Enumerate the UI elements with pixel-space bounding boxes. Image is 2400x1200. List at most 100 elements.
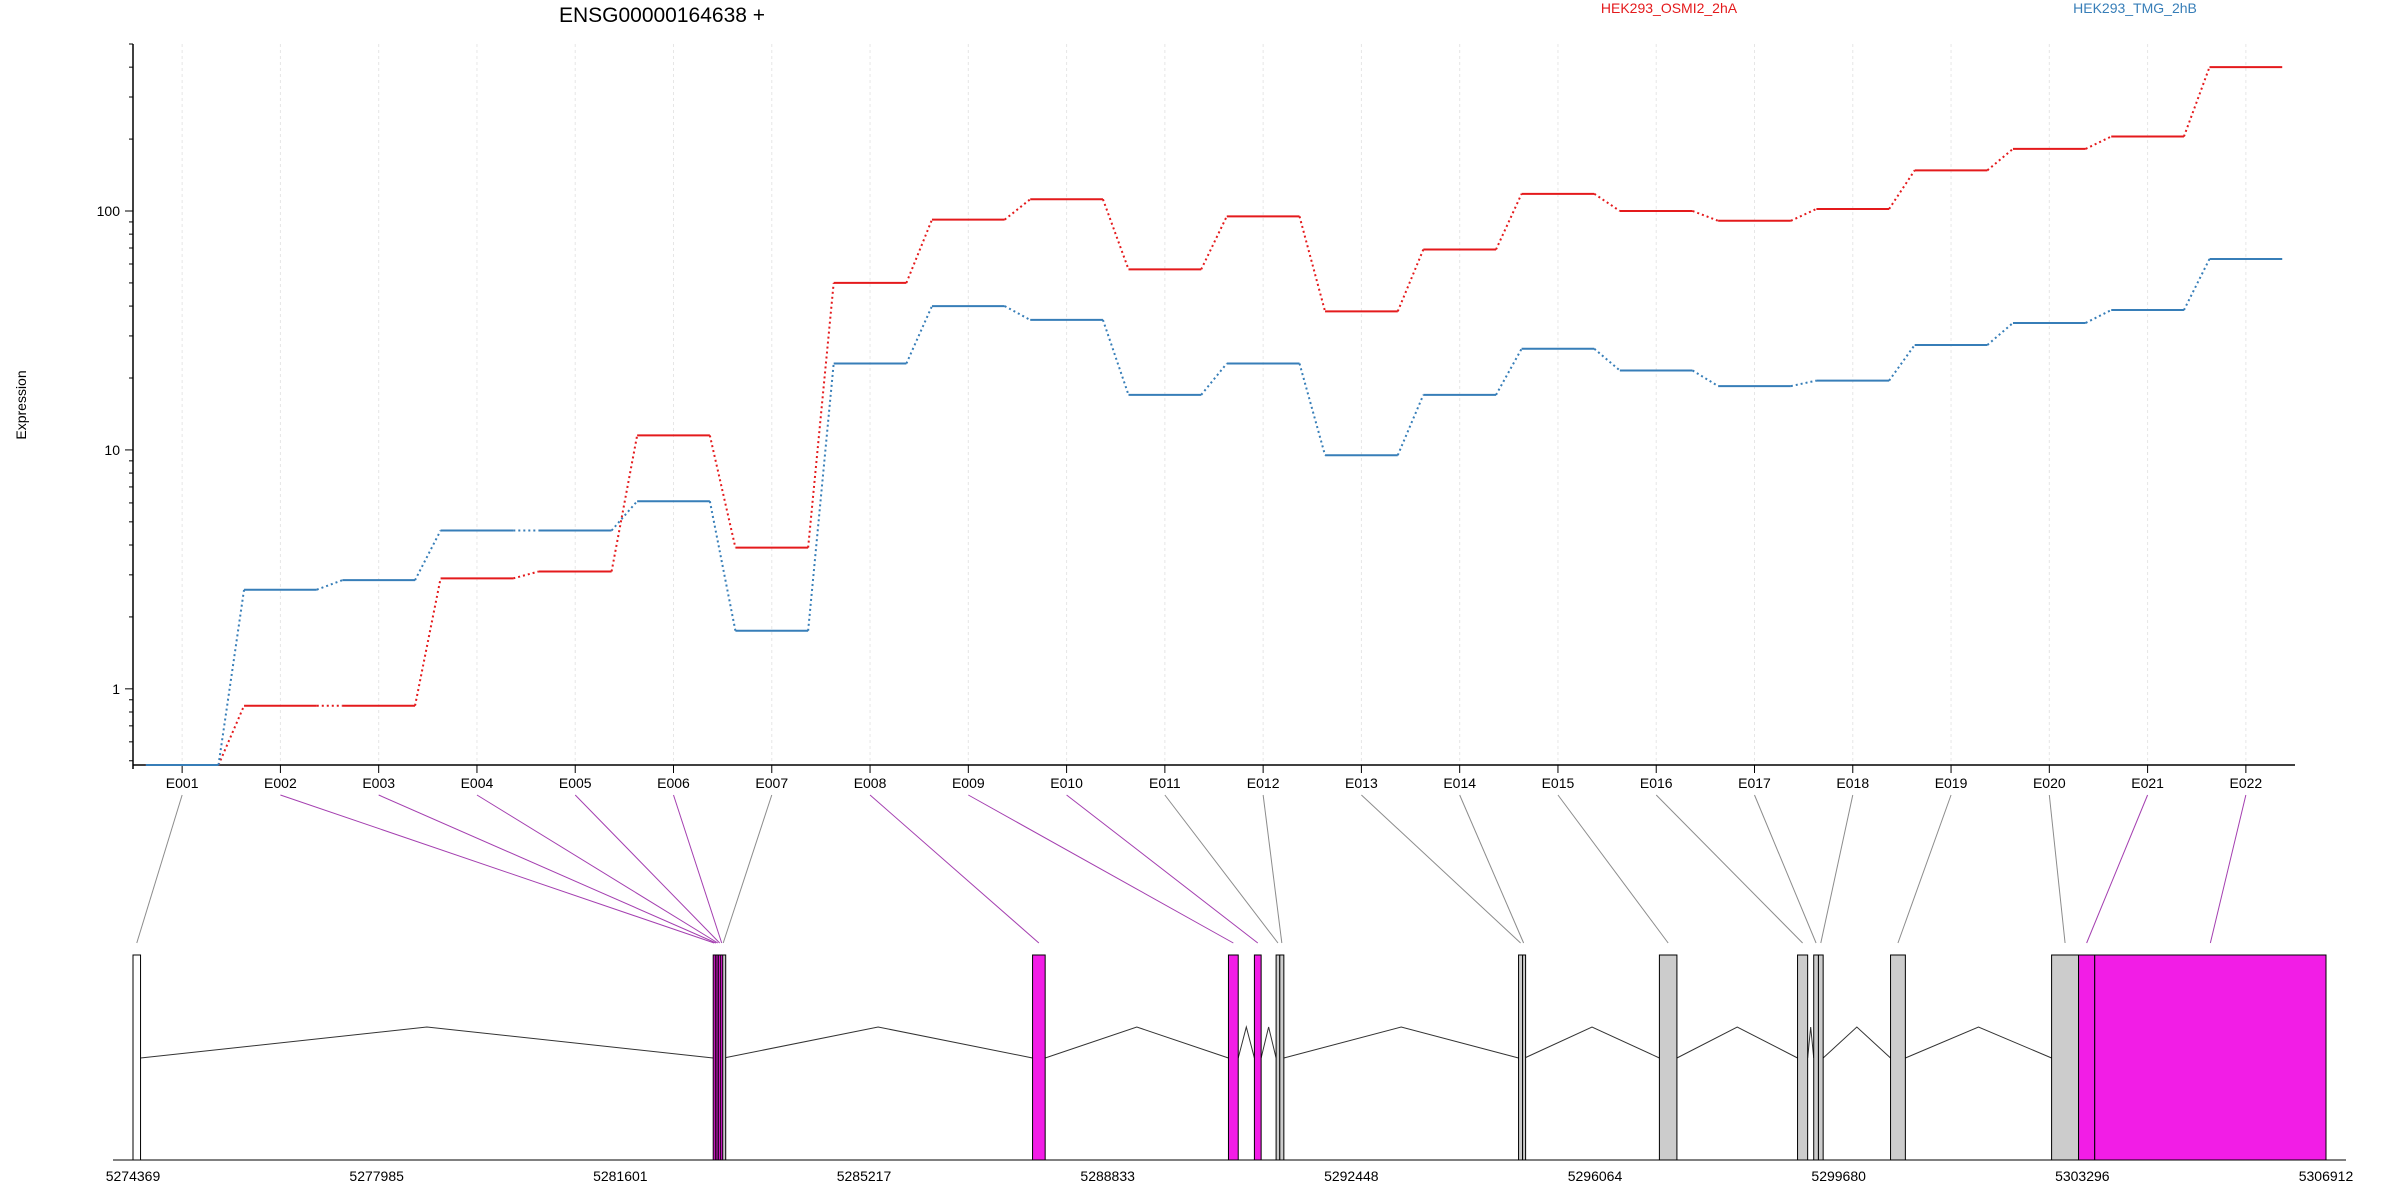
series-1-step <box>610 500 638 532</box>
series-0-step <box>414 578 442 706</box>
series-1-step <box>1200 362 1228 396</box>
coordinate-label: 5281601 <box>593 1168 648 1184</box>
exon-E007 <box>722 954 727 1161</box>
series-0-step <box>217 705 245 766</box>
series-1-step <box>807 363 835 631</box>
exon-E010 <box>1253 954 1262 1161</box>
x-tick-label-E001: E001 <box>166 775 199 791</box>
intron-line <box>1283 1026 1519 1059</box>
series-0-step <box>1692 210 1719 222</box>
connector-E011 <box>1164 794 1279 944</box>
series-0-step <box>1200 215 1228 270</box>
intron-line <box>1822 1026 1891 1059</box>
x-tick-label-E005: E005 <box>559 775 592 791</box>
connector-E013 <box>1361 794 1521 944</box>
series-1-step <box>2183 258 2211 311</box>
series-1-step <box>1396 394 1425 456</box>
connector-E009 <box>968 794 1234 944</box>
x-tick-label-E004: E004 <box>461 775 494 791</box>
series-lines <box>145 66 2283 766</box>
coordinate-label: 5274369 <box>106 1168 161 1184</box>
series-1-step <box>905 305 933 364</box>
x-tick-label-E013: E013 <box>1345 775 1378 791</box>
connector-E021 <box>2086 794 2149 944</box>
intron-line <box>1807 1026 1815 1059</box>
coordinate-label: 5285217 <box>837 1168 892 1184</box>
exon-E022 <box>2094 954 2327 1161</box>
coordinate-label: 5303296 <box>2055 1168 2110 1184</box>
connector-E010 <box>1066 794 1259 944</box>
series-0-step <box>2183 66 2211 137</box>
legend-entry-osmi2: HEK293_OSMI2_2hA <box>1601 0 1738 16</box>
x-tick-label-E020: E020 <box>2033 775 2066 791</box>
x-tick-label-E021: E021 <box>2131 775 2164 791</box>
x-axis: E001 E002 E003 E004 E005 E006 E007 E008 E009 E010… <box>133 764 2295 791</box>
x-tick-label-E010: E010 <box>1050 775 1083 791</box>
coordinate-label: 5296064 <box>1568 1168 1623 1184</box>
connector-E006 <box>673 794 723 944</box>
x-tick-label-E018: E018 <box>1836 775 1869 791</box>
series-0-step <box>708 435 737 548</box>
connector-E015 <box>1557 794 1669 944</box>
connector-E017 <box>1754 794 1817 944</box>
connector-E012 <box>1262 794 1283 944</box>
coordinate-label: 5277985 <box>349 1168 404 1184</box>
series-0-step <box>610 435 639 572</box>
y-tick-label: 100 <box>97 203 121 219</box>
exon-E020 <box>2051 954 2080 1161</box>
exon-E018 <box>1817 954 1824 1161</box>
x-tick-label-E019: E019 <box>1935 775 1968 791</box>
intron-line <box>1260 1026 1277 1059</box>
x-tick-label-E014: E014 <box>1443 775 1476 791</box>
exon-E019 <box>1890 954 1906 1161</box>
series-0-step <box>2085 135 2112 150</box>
x-tick-label-E017: E017 <box>1738 775 1771 791</box>
connector-E014 <box>1459 794 1525 944</box>
gene-model <box>132 954 2327 1161</box>
intron-line <box>1676 1026 1798 1059</box>
x-tick-label-E022: E022 <box>2230 775 2263 791</box>
series-0-step <box>1888 169 1916 210</box>
series-0-step <box>1298 216 1327 312</box>
connector-E001 <box>136 794 183 944</box>
connector-E007 <box>722 794 773 944</box>
x-tick-label-E009: E009 <box>952 775 985 791</box>
x-tick-label-E016: E016 <box>1640 775 1673 791</box>
genomic-coordinate-axis: 5274369 5277985 5281601 5285217 5288833 52924… <box>106 1159 2354 1184</box>
intron-line <box>1045 1026 1229 1059</box>
x-tick-label-E003: E003 <box>362 775 395 791</box>
series-1-step <box>414 530 442 581</box>
x-tick-label-E012: E012 <box>1247 775 1280 791</box>
series-1-step <box>2085 309 2112 324</box>
intron-line <box>1237 1025 1255 1059</box>
exon-E012 <box>1279 954 1285 1161</box>
y-tick-label: 10 <box>104 442 120 458</box>
series-0-step <box>1004 198 1031 221</box>
series-0-step <box>1593 192 1621 212</box>
coordinate-label: 5299680 <box>1811 1168 1866 1184</box>
exon-E017 <box>1813 954 1819 1161</box>
intron-line <box>1905 1026 2052 1059</box>
y-axis-label: Expression <box>13 370 29 439</box>
exon-E011 <box>1275 954 1281 1161</box>
x-tick-label-E011: E011 <box>1149 775 1181 791</box>
vertical-gridlines <box>181 44 2247 765</box>
connector-E003 <box>378 794 717 944</box>
series-line-1 <box>145 257 2283 766</box>
y-tick-label: 1 <box>112 681 120 697</box>
coordinate-label: 5306912 <box>2299 1168 2354 1184</box>
x-tick-label-E008: E008 <box>854 775 887 791</box>
series-0-step <box>1102 198 1130 270</box>
connector-E022 <box>2209 794 2247 944</box>
coordinate-label: 5292448 <box>1324 1168 1379 1184</box>
series-0-step <box>905 219 933 284</box>
intron-line <box>723 1026 1033 1059</box>
chart-title: ENSG00000164638 + <box>559 4 765 27</box>
series-0-step <box>807 282 835 548</box>
exon-E021 <box>2078 954 2096 1161</box>
series-0-step <box>1790 208 1817 222</box>
series-0-step <box>1396 249 1425 312</box>
coordinate-label: 5288833 <box>1080 1168 1135 1184</box>
series-1-step <box>1593 348 1621 372</box>
